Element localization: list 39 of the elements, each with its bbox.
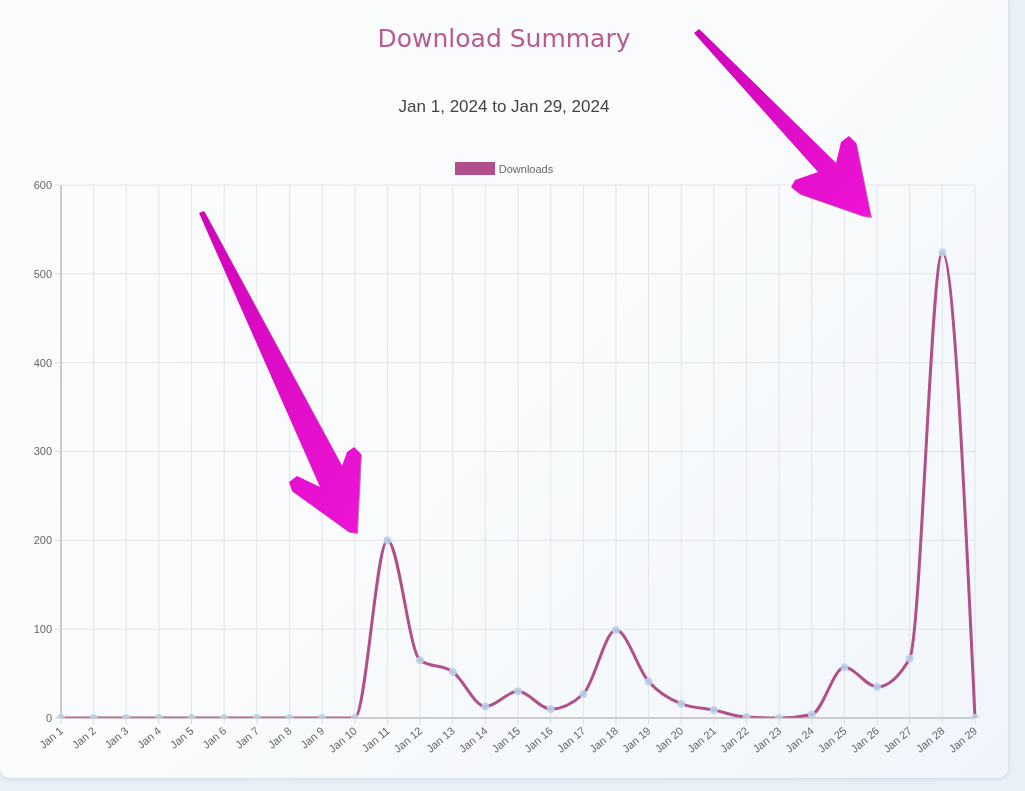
x-tick-label: Jan 12: [391, 724, 425, 755]
x-tick-label: Jan 10: [326, 724, 360, 755]
x-tick-label: Jan 4: [134, 724, 164, 751]
y-tick-label: 200: [33, 534, 52, 547]
x-tick-label: Jan 13: [423, 724, 457, 755]
x-tick-label: Jan 9: [298, 724, 327, 751]
y-tick-label: 0: [45, 711, 52, 724]
x-tick-label: Jan 6: [200, 724, 229, 751]
x-tick-label: Jan 18: [587, 724, 621, 755]
x-tick-label: Jan 7: [232, 724, 262, 751]
x-tick-label: Jan 20: [652, 724, 686, 755]
x-tick-label: Jan 1: [36, 724, 66, 751]
x-tick-label: Jan 8: [265, 724, 294, 751]
y-tick-label: 300: [33, 445, 52, 458]
x-tick-label: Jan 14: [456, 724, 490, 755]
x-tick-label: Jan 27: [880, 724, 914, 755]
x-tick-label: Jan 19: [619, 724, 653, 755]
x-tick-label: Jan 26: [848, 724, 882, 755]
x-tick-label: Jan 15: [489, 724, 523, 755]
x-tick-label: Jan 28: [913, 724, 947, 755]
chart-subtitle: Jan 1, 2024 to Jan 29, 2024: [397, 97, 611, 117]
x-tick-label: Jan 22: [717, 724, 751, 755]
x-tick-label: Jan 17: [554, 724, 588, 755]
x-tick-label: Jan 16: [521, 724, 555, 755]
y-tick-label: 600: [33, 178, 52, 191]
x-tick-label: Jan 3: [102, 724, 131, 751]
x-tick-label: Jan 29: [946, 724, 980, 755]
x-tick-label: Jan 23: [750, 724, 784, 755]
x-tick-label: Jan 25: [815, 724, 849, 755]
x-tick-label: Jan 11: [359, 724, 392, 755]
y-tick-label: 500: [33, 267, 52, 280]
y-tick-label: 400: [33, 356, 52, 369]
chart-title: Download Summary: [376, 24, 632, 53]
x-tick-label: Jan 21: [685, 724, 719, 755]
y-tick-label: 100: [33, 623, 52, 636]
legend-label: Downloads: [498, 162, 554, 175]
x-tick-label: Jan 5: [167, 724, 196, 751]
x-tick-label: Jan 24: [783, 724, 817, 755]
x-tick-label: Jan 2: [69, 724, 98, 751]
